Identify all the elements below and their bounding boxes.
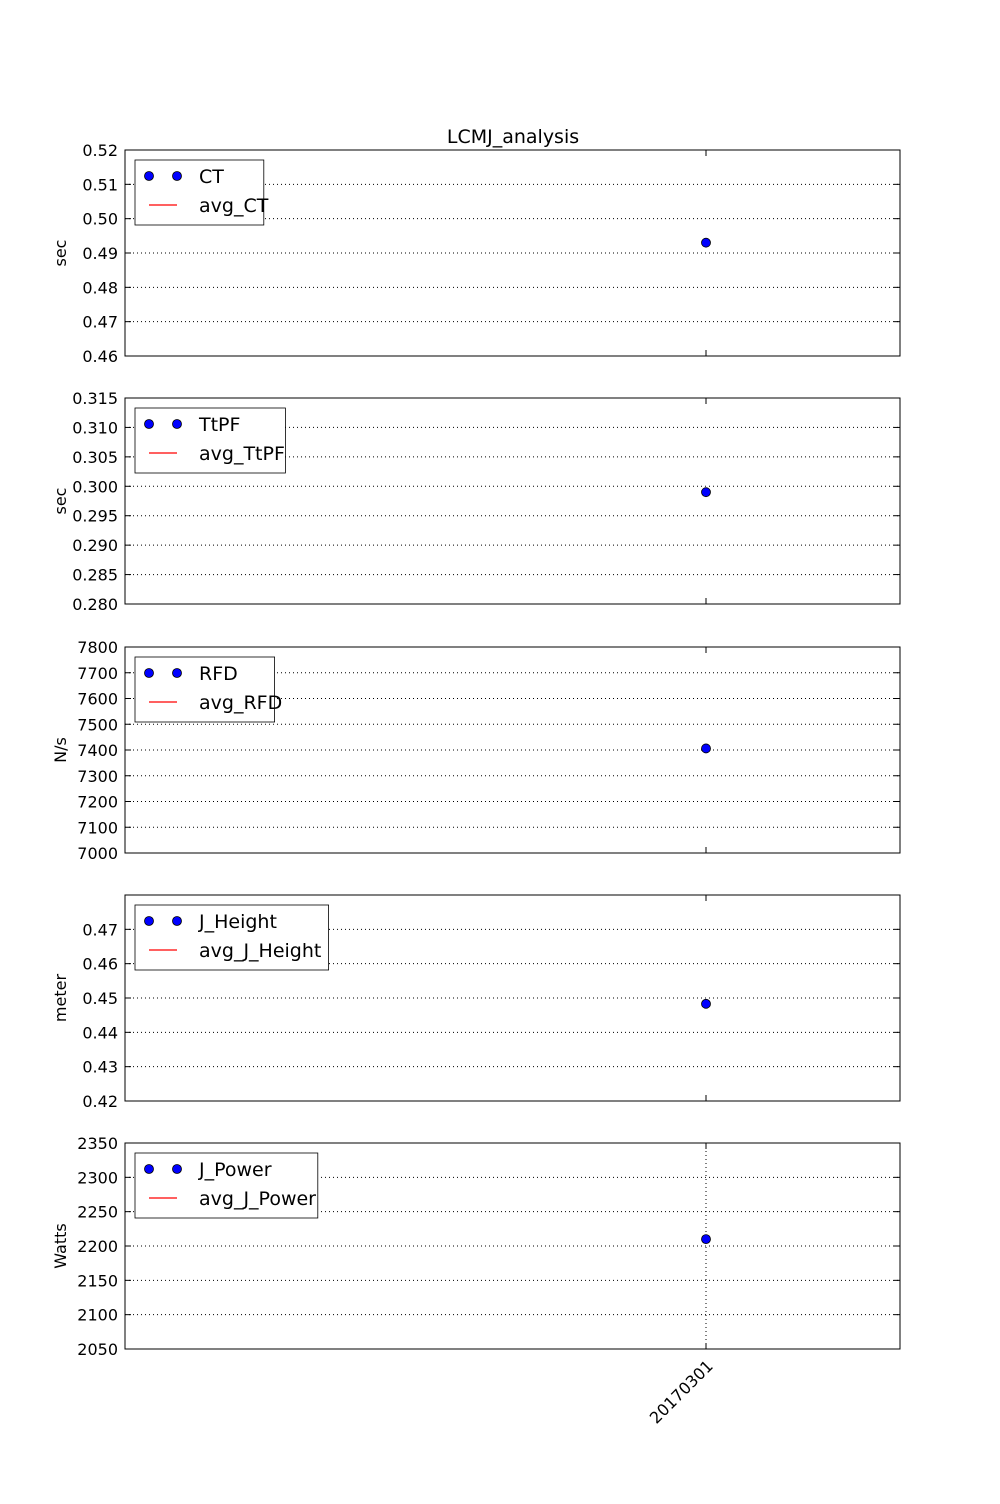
y-tick-label: 0.50 (82, 210, 118, 229)
legend-box (134, 407, 286, 474)
legend-marker-dot (144, 916, 154, 926)
y-tick-label: 7800 (77, 638, 118, 657)
legend-marker-dot (144, 668, 154, 678)
legend-label: avg_CT (199, 195, 269, 217)
y-axis-label: N/s (51, 737, 70, 763)
legend-label: CT (199, 166, 224, 188)
y-tick-label: 0.45 (82, 989, 118, 1008)
legend-marker-dot (172, 668, 182, 678)
legend-label: J_Height (198, 911, 277, 933)
legend-box (134, 656, 276, 723)
y-tick-label: 0.47 (82, 313, 118, 332)
y-tick-label: 7700 (77, 664, 118, 683)
y-tick-label: 0.48 (82, 278, 118, 297)
legend-label: avg_RFD (199, 692, 282, 714)
legend-marker-dot (144, 171, 154, 181)
y-tick-label: 2100 (77, 1306, 118, 1325)
subplot-4: 0.42 0.43 0.44 0.45 0.46 0.47 meter J_Heightavg… (51, 894, 901, 1111)
y-tick-label: 0.285 (72, 566, 118, 585)
y-tick-label: 0.49 (82, 244, 118, 263)
y-tick-label: 2350 (77, 1134, 118, 1153)
legend-marker-dot (172, 171, 182, 181)
y-tick-label: 7300 (77, 767, 118, 786)
y-tick-label: 7400 (77, 741, 118, 760)
subplot-3: 7000 7100 7200 7300 7400 7500 7600 7700 7800 N/s R… (51, 638, 901, 863)
y-tick-label: 0.43 (82, 1058, 118, 1077)
legend-marker-dot (172, 1164, 182, 1174)
legend-marker-dot (172, 916, 182, 926)
y-tick-label: 0.280 (72, 595, 118, 614)
x-tick-label: 20170301 (646, 1356, 717, 1427)
y-tick-label: 7000 (77, 844, 118, 863)
y-tick-label: 0.310 (72, 418, 118, 437)
y-tick-label: 2250 (77, 1203, 118, 1222)
y-tick-label: 0.300 (72, 477, 118, 496)
y-tick-label: 0.52 (82, 141, 118, 160)
legend-label: avg_J_Power (199, 1188, 316, 1210)
legend-marker-dot (144, 419, 154, 429)
data-point (701, 487, 711, 498)
legend-box (134, 904, 330, 971)
y-axis-label: meter (51, 974, 70, 1023)
y-tick-label: 2200 (77, 1237, 118, 1256)
y-tick-label: 2050 (77, 1340, 118, 1359)
y-axis-label: Watts (51, 1223, 70, 1268)
data-point (701, 1234, 711, 1245)
subplot-1: 0.46 0.47 0.48 0.49 0.50 0.51 0.52 sec CT avg_CT (51, 141, 901, 366)
subplot-2: 0.280 0.285 0.290 0.295 0.300 0.305 0.310 0.315… (51, 389, 901, 614)
y-tick-label: 7200 (77, 793, 118, 812)
subplot-5: 2050 2100 2150 2200 2250 2300 2350 Watts J_Power… (51, 1134, 901, 1359)
legend-label: TtPF (198, 414, 240, 436)
y-tick-label: 7100 (77, 818, 118, 837)
y-tick-label: 0.44 (82, 1023, 118, 1042)
legend-label: J_Power (198, 1159, 272, 1181)
y-tick-label: 0.290 (72, 536, 118, 555)
y-tick-label: 0.51 (82, 175, 118, 194)
legend-box (134, 1152, 319, 1219)
y-axis-label: sec (51, 488, 70, 515)
legend-label: RFD (199, 663, 238, 685)
y-axis-label: sec (51, 240, 70, 267)
y-tick-label: 7500 (77, 715, 118, 734)
legend-label: avg_TtPF (199, 443, 285, 465)
plot-frame (124, 397, 901, 605)
y-tick-label: 2300 (77, 1168, 118, 1187)
legend-marker-dot (144, 1164, 154, 1174)
y-tick-label: 0.315 (72, 389, 118, 408)
legend-marker-dot (172, 419, 182, 429)
y-tick-label: 0.42 (82, 1092, 118, 1111)
y-tick-label: 0.46 (82, 955, 118, 974)
data-point (701, 743, 711, 754)
data-point (701, 998, 711, 1009)
legend-label: avg_J_Height (199, 940, 321, 962)
y-tick-label: 2150 (77, 1271, 118, 1290)
y-tick-label: 7600 (77, 690, 118, 709)
data-point (701, 237, 711, 248)
legend-box (134, 159, 265, 226)
y-tick-label: 0.305 (72, 448, 118, 467)
y-tick-label: 0.47 (82, 920, 118, 939)
figure-title: LCMJ_analysis (447, 126, 579, 148)
y-tick-label: 0.295 (72, 507, 118, 526)
y-tick-label: 0.46 (82, 347, 118, 366)
